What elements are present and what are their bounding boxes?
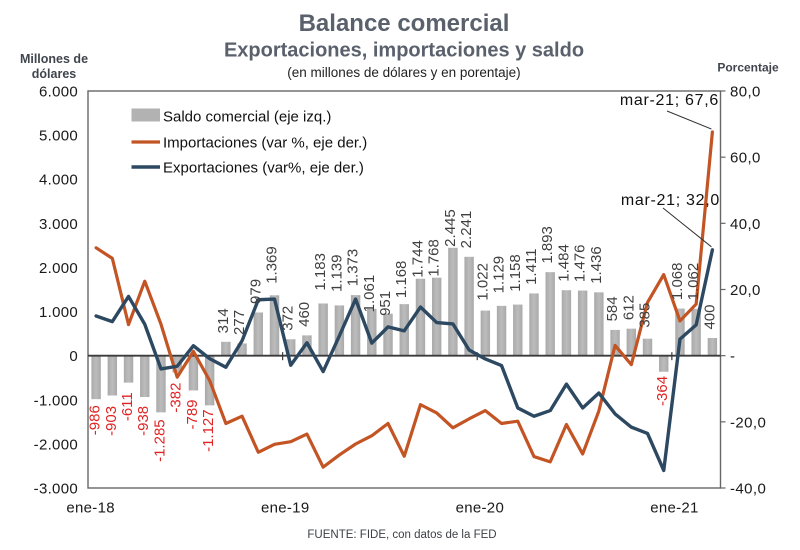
svg-text:1.893: 1.893 <box>539 226 556 264</box>
svg-text:1.022: 1.022 <box>474 263 491 301</box>
svg-text:1.000: 1.000 <box>39 304 78 321</box>
svg-text:20,0: 20,0 <box>730 282 761 299</box>
svg-text:5.000: 5.000 <box>39 128 78 145</box>
svg-text:1.436: 1.436 <box>588 246 605 284</box>
svg-text:3.000: 3.000 <box>39 216 78 233</box>
svg-text:ene-19: ene-19 <box>261 500 310 517</box>
svg-text:-3.000: -3.000 <box>34 481 78 498</box>
svg-text:Importaciones (var %, eje der.: Importaciones (var %, eje der.) <box>163 135 367 152</box>
svg-text:1.768: 1.768 <box>426 239 443 277</box>
svg-text:2.000: 2.000 <box>39 260 78 277</box>
svg-text:-2.000: -2.000 <box>34 436 78 453</box>
svg-text:mar-21; 32,0: mar-21; 32,0 <box>621 192 720 209</box>
svg-text:1.476: 1.476 <box>572 245 589 283</box>
svg-text:-789: -789 <box>184 399 201 429</box>
svg-text:ene-21: ene-21 <box>650 500 699 517</box>
svg-text:2.241: 2.241 <box>458 211 475 249</box>
svg-text:1.369: 1.369 <box>264 246 281 284</box>
svg-text:1.373: 1.373 <box>345 249 362 287</box>
svg-text:-1.127: -1.127 <box>200 409 217 452</box>
svg-text:-938: -938 <box>135 406 152 436</box>
svg-text:-611: -611 <box>119 392 136 421</box>
svg-text:1.744: 1.744 <box>409 240 426 278</box>
svg-text:372: 372 <box>280 306 297 331</box>
svg-text:1.183: 1.183 <box>312 253 329 291</box>
svg-text:-364: -364 <box>654 376 671 406</box>
svg-text:Millones de: Millones de <box>20 52 88 66</box>
svg-text:1.158: 1.158 <box>507 254 524 292</box>
svg-text:4.000: 4.000 <box>39 172 78 189</box>
svg-text:Exportaciones (var%, eje der.): Exportaciones (var%, eje der.) <box>163 160 364 177</box>
svg-text:-20,0: -20,0 <box>730 414 766 431</box>
svg-text:1.411: 1.411 <box>523 248 540 284</box>
svg-text:-382: -382 <box>168 383 185 413</box>
svg-text:-986: -986 <box>87 405 104 435</box>
svg-text:277: 277 <box>231 310 248 335</box>
svg-text:ene-20: ene-20 <box>456 500 505 517</box>
svg-text:460: 460 <box>296 302 313 327</box>
svg-text:(en millones de dólares y en p: (en millones de dólares y en porentaje) <box>287 65 520 80</box>
svg-text:40,0: 40,0 <box>730 216 761 233</box>
svg-text:1.484: 1.484 <box>555 244 572 282</box>
svg-text:ene-18: ene-18 <box>66 500 115 517</box>
svg-text:dólares: dólares <box>32 67 77 81</box>
svg-text:Exportaciones, importaciones y: Exportaciones, importaciones y saldo <box>224 40 584 62</box>
svg-text:400: 400 <box>701 304 718 329</box>
svg-text:-1.285: -1.285 <box>151 419 168 462</box>
svg-text:979: 979 <box>247 279 264 304</box>
svg-text:-40,0: -40,0 <box>730 481 766 498</box>
svg-text:612: 612 <box>620 295 637 320</box>
svg-text:Porcentaje: Porcentaje <box>717 61 779 75</box>
svg-text:FUENTE: FIDE, con datos de la: FUENTE: FIDE, con datos de la FED <box>307 529 496 541</box>
svg-text:80,0: 80,0 <box>730 84 761 101</box>
svg-text:584: 584 <box>604 296 621 321</box>
svg-text:-903: -903 <box>103 406 120 436</box>
svg-text:1.061: 1.061 <box>361 275 378 313</box>
svg-text:6.000: 6.000 <box>39 84 78 101</box>
svg-text:1.068: 1.068 <box>669 263 686 301</box>
svg-text:-1.000: -1.000 <box>34 392 78 409</box>
svg-text:1.168: 1.168 <box>393 261 410 299</box>
svg-text:1.062: 1.062 <box>685 263 702 301</box>
svg-text:2.445: 2.445 <box>442 209 459 247</box>
svg-text:1.129: 1.129 <box>491 256 508 294</box>
svg-text:385: 385 <box>637 303 654 328</box>
svg-text:0: 0 <box>69 348 78 365</box>
svg-text:Balance comercial: Balance comercial <box>299 10 510 37</box>
svg-text:314: 314 <box>215 308 232 333</box>
svg-text:951: 951 <box>377 291 394 316</box>
svg-text:mar-21; 67,6: mar-21; 67,6 <box>620 92 719 109</box>
svg-text:1.139: 1.139 <box>328 254 345 292</box>
svg-text:-: - <box>730 348 735 365</box>
svg-text:Saldo comercial (eje izq.): Saldo comercial (eje izq.) <box>163 109 331 126</box>
svg-text:60,0: 60,0 <box>730 150 761 167</box>
